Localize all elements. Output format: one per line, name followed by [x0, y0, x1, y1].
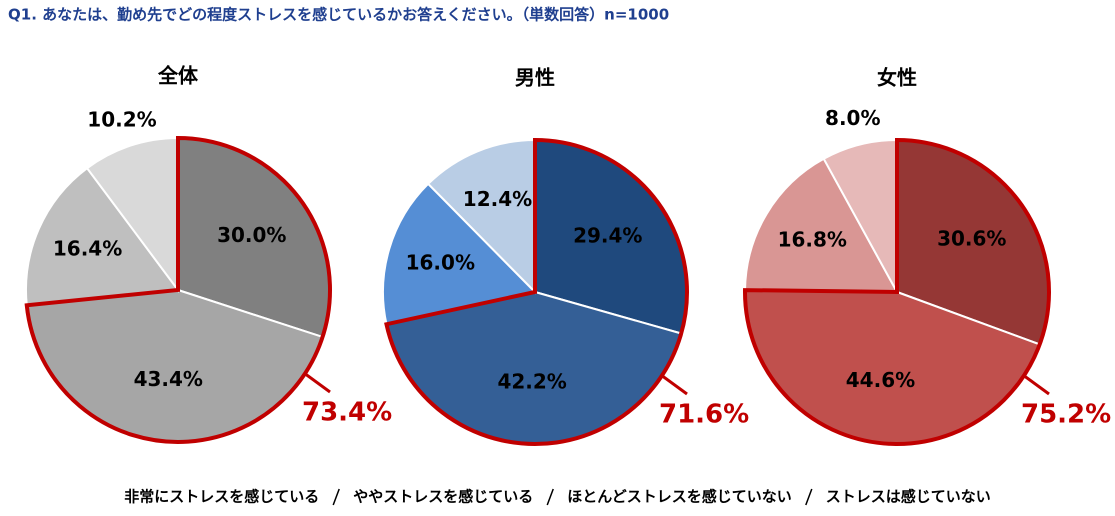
slice-label: 43.4% — [134, 367, 203, 391]
slice-label: 16.8% — [778, 228, 847, 252]
legend-entry: ややストレスを感じている — [353, 488, 533, 506]
highlight-outline — [384, 137, 689, 446]
slice-label: 30.6% — [937, 226, 1006, 250]
slice-label: 29.4% — [573, 224, 642, 248]
highlight-outline — [743, 137, 1051, 446]
annotation: 73.4% — [302, 398, 392, 428]
slice-label: 42.2% — [497, 370, 566, 394]
slice-label: 12.4% — [463, 187, 532, 211]
highlight-outline — [24, 135, 332, 444]
slice-label: 16.4% — [53, 237, 122, 261]
pie-title: 全体 — [157, 64, 199, 88]
annotation-leader — [660, 373, 688, 396]
legend-entry: ストレスは感じていない — [826, 488, 991, 506]
annotation-leader — [303, 371, 331, 394]
legend-separator — [332, 488, 340, 506]
slice-label: 16.0% — [406, 250, 475, 274]
legend-separator — [805, 488, 813, 506]
pie-title: 女性 — [877, 66, 917, 90]
slice-label: 30.0% — [217, 223, 286, 247]
legend-entry: 非常にストレスを感じている — [124, 488, 319, 506]
pie-slice — [85, 136, 179, 294]
slice-label: 8.0% — [825, 106, 880, 130]
legend-entry: ほとんどストレスを感じていない — [567, 488, 792, 506]
annotation-leader — [1022, 373, 1050, 396]
pie-slice — [25, 166, 180, 307]
page-title: Q1. あなたは、勤め先でどの程度ストレスを感じているかお答えください。（単数回… — [8, 6, 669, 24]
legend-separator — [546, 488, 554, 506]
annotation: 75.2% — [1021, 400, 1111, 430]
annotation: 71.6% — [659, 400, 749, 430]
pie-slice — [426, 138, 536, 295]
pie-slice — [743, 157, 899, 294]
slice-label: 10.2% — [87, 108, 156, 132]
pie-slice — [382, 182, 537, 326]
pie-title: 男性 — [515, 66, 555, 90]
slice-label: 44.6% — [846, 368, 915, 392]
